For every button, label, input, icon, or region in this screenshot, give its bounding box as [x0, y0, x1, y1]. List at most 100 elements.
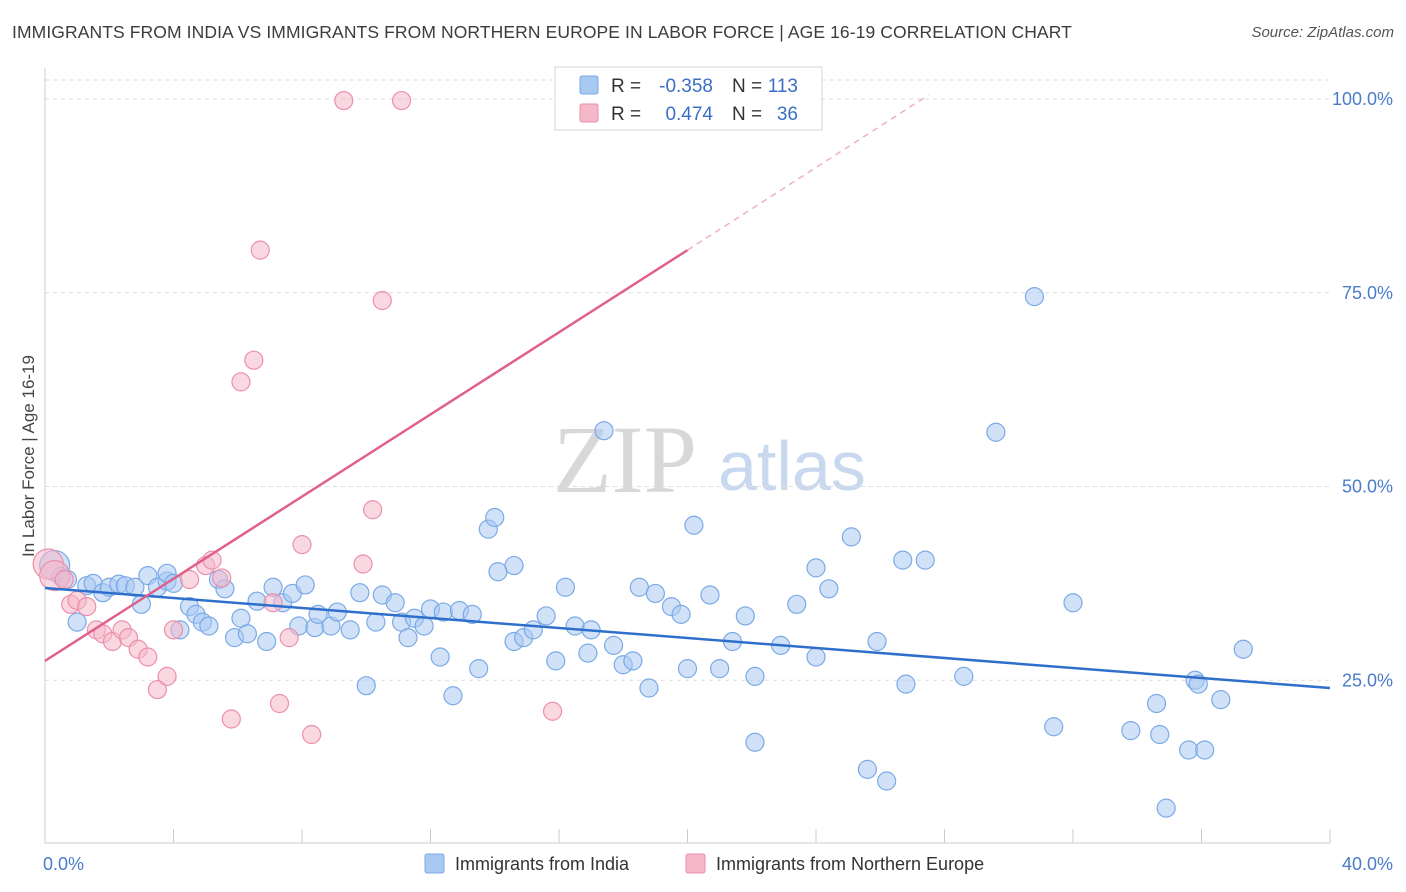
data-point: [391, 90, 412, 111]
legend-northern-europe-label: Immigrants from Northern Europe: [716, 854, 984, 874]
data-point: [1063, 593, 1083, 613]
ne-n-label: N =: [732, 104, 762, 125]
series-0-points: [39, 287, 1253, 818]
trend-line-1: [44, 249, 689, 662]
data-point: [639, 678, 659, 698]
y-tick-label: 25.0%: [1342, 670, 1393, 690]
data-point: [199, 616, 219, 636]
y-tick-label: 75.0%: [1342, 283, 1393, 303]
ne-r-value: 0.474: [665, 104, 713, 125]
data-point: [806, 647, 826, 667]
data-point: [1211, 690, 1231, 710]
chart-title: IMMIGRANTS FROM INDIA VS IMMIGRANTS FROM…: [12, 22, 1072, 42]
data-point: [157, 666, 177, 686]
data-point: [443, 686, 463, 706]
data-point: [385, 593, 405, 613]
india-r-label: R =: [611, 76, 641, 97]
data-point: [221, 709, 241, 729]
data-point: [504, 555, 524, 576]
watermark-zip: ZIP: [553, 406, 697, 513]
data-point: [279, 628, 299, 648]
data-point: [604, 635, 624, 655]
data-point: [292, 535, 312, 555]
data-point: [819, 579, 839, 599]
data-point: [1156, 798, 1176, 818]
data-point: [565, 616, 585, 636]
data-point: [302, 724, 322, 745]
legend-india-label: Immigrants from India: [455, 854, 630, 874]
y-tick-label: 50.0%: [1342, 477, 1393, 497]
data-point: [462, 604, 482, 624]
y-axis-tick-labels: 25.0% 50.0% 75.0% 100.0%: [1332, 89, 1393, 690]
scatter-points: [32, 90, 1253, 818]
data-point: [67, 612, 87, 632]
data-point: [488, 562, 508, 582]
series-legend: Immigrants from India Immigrants from No…: [424, 853, 984, 874]
ne-r-label: R =: [611, 104, 641, 125]
data-point: [77, 597, 97, 617]
northern-europe-swatch: [579, 103, 599, 123]
stats-legend: R = -0.358 N = 113 R = 0.474 N = 36: [554, 66, 823, 131]
data-point: [542, 701, 563, 721]
x-tick-label: 40.0%: [1342, 854, 1393, 874]
india-r-value: -0.358: [659, 76, 713, 97]
data-point: [372, 290, 392, 311]
trend-line-0: [44, 586, 1331, 690]
data-point: [212, 568, 232, 588]
data-point: [263, 593, 283, 613]
data-point: [363, 500, 383, 520]
data-point: [469, 659, 489, 679]
data-point: [578, 643, 598, 663]
data-point: [1179, 740, 1199, 760]
data-point: [54, 569, 74, 590]
data-point: [700, 585, 720, 605]
data-point: [745, 666, 765, 686]
x-axis-tick-labels: 0.0% 40.0%: [43, 854, 1393, 874]
data-point: [366, 612, 386, 632]
data-point: [485, 507, 505, 528]
data-point: [1195, 740, 1215, 760]
data-point: [893, 550, 913, 570]
data-point: [841, 527, 861, 547]
data-point: [334, 90, 354, 111]
legend-northern-europe-swatch: [685, 853, 706, 874]
ne-n-value: 36: [777, 104, 798, 125]
data-point: [623, 651, 643, 671]
data-point: [523, 620, 543, 640]
data-point: [536, 606, 556, 626]
data-point: [735, 606, 755, 626]
data-point: [710, 659, 730, 679]
y-tick-label: 100.0%: [1332, 89, 1393, 109]
data-point: [1044, 717, 1064, 737]
data-point: [257, 631, 277, 652]
data-point: [163, 620, 184, 640]
data-point: [1188, 674, 1208, 694]
x-tick-label: 0.0%: [43, 854, 84, 874]
data-point: [147, 679, 168, 700]
india-n-label: N =: [732, 76, 762, 97]
data-point: [138, 647, 158, 667]
data-point: [231, 372, 251, 392]
stats-legend-box: [554, 66, 823, 131]
data-point: [340, 620, 360, 640]
data-point: [244, 350, 264, 370]
data-point: [350, 583, 370, 603]
data-point: [857, 759, 878, 779]
data-point: [677, 659, 698, 679]
data-point: [671, 604, 691, 624]
trend-line-extension-1: [687, 94, 929, 251]
data-point: [546, 651, 566, 671]
data-point: [1233, 639, 1253, 659]
data-point: [179, 569, 200, 590]
data-point: [247, 591, 267, 611]
data-point: [684, 515, 704, 535]
data-point: [1121, 721, 1141, 741]
legend-india-swatch: [424, 853, 445, 874]
data-point: [877, 771, 897, 791]
data-point: [915, 550, 935, 570]
data-point: [645, 583, 665, 604]
data-point: [353, 554, 373, 574]
data-point: [954, 666, 974, 686]
data-point: [806, 558, 826, 578]
india-n-value: 113: [768, 76, 798, 97]
